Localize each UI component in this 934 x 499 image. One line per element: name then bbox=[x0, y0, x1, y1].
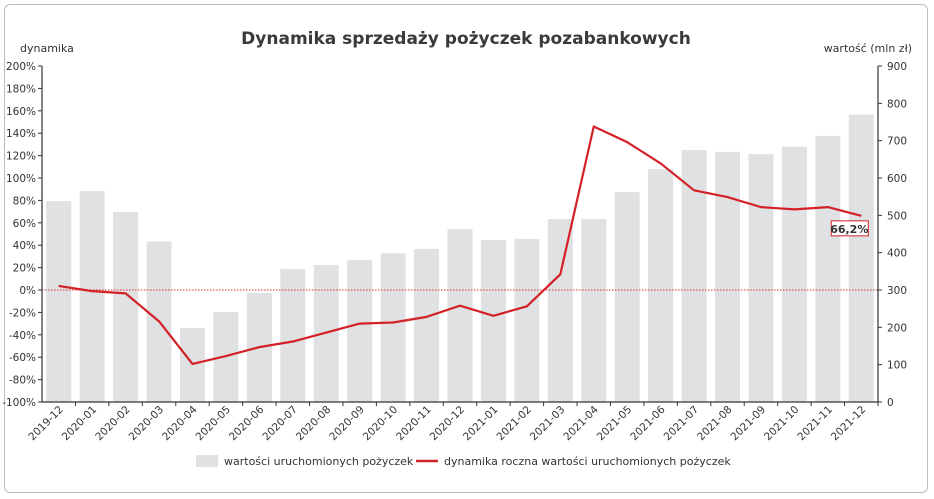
bar-2021-06 bbox=[648, 169, 674, 402]
bar-2021-05 bbox=[614, 192, 640, 402]
left-tick-label: 40% bbox=[13, 240, 36, 252]
right-tick-label: 700 bbox=[887, 136, 907, 148]
left-tick-label: 180% bbox=[6, 83, 36, 95]
left-tick-label: 120% bbox=[6, 151, 36, 163]
right-tick-label: 800 bbox=[887, 98, 907, 110]
right-tick-label: 100 bbox=[887, 360, 907, 372]
x-tick-label: 2020-02 bbox=[93, 404, 133, 444]
bar-2020-10 bbox=[380, 253, 406, 402]
x-tick-label: 2019-12 bbox=[26, 404, 66, 444]
x-tick-label: 2020-09 bbox=[327, 404, 367, 444]
left-axis-label: dynamika bbox=[20, 42, 74, 55]
x-tick-label: 2021-10 bbox=[762, 404, 802, 444]
x-tick-label: 2021-04 bbox=[561, 403, 601, 443]
x-tick-label: 2020-01 bbox=[60, 404, 100, 444]
right-tick-label: 300 bbox=[887, 285, 907, 297]
bar-2021-12 bbox=[848, 114, 874, 403]
bar-2021-04 bbox=[581, 219, 607, 402]
x-tick-label: 2020-04 bbox=[160, 403, 200, 443]
x-tick-label: 2020-05 bbox=[194, 404, 234, 444]
x-tick-label: 2020-11 bbox=[394, 404, 434, 444]
legend-line-label: dynamika roczna wartości uruchomionych p… bbox=[444, 455, 731, 468]
bar-2021-10 bbox=[781, 146, 807, 402]
bar-2021-11 bbox=[815, 135, 841, 402]
x-tick-label: 2021-12 bbox=[829, 404, 869, 444]
chart-frame bbox=[4, 4, 928, 493]
legend-bar-label: wartości uruchomionych pożyczek bbox=[224, 455, 414, 468]
left-tick-label: 20% bbox=[13, 263, 36, 275]
bar-2019-12 bbox=[46, 201, 72, 402]
right-tick-label: 900 bbox=[887, 61, 907, 73]
bar-2020-12 bbox=[447, 229, 473, 402]
left-tick-label: -60% bbox=[9, 352, 36, 364]
left-tick-label: -80% bbox=[9, 375, 36, 387]
x-tick-label: 2020-03 bbox=[127, 404, 167, 444]
x-tick-label: 2021-05 bbox=[595, 404, 635, 444]
bar-2021-08 bbox=[715, 151, 741, 402]
right-tick-label: 600 bbox=[887, 173, 907, 185]
x-tick-label: 2020-10 bbox=[361, 404, 401, 444]
bar-2020-09 bbox=[347, 260, 373, 402]
annotation-label: 66,2% bbox=[830, 223, 868, 236]
x-tick-label: 2021-06 bbox=[628, 403, 668, 443]
bar-2021-07 bbox=[681, 150, 707, 402]
right-tick-label: 200 bbox=[887, 322, 907, 334]
bar-2021-02 bbox=[514, 238, 540, 402]
x-tick-label: 2021-08 bbox=[695, 404, 735, 444]
x-tick-label: 2020-06 bbox=[227, 403, 267, 443]
x-tick-label: 2021-02 bbox=[494, 404, 534, 444]
x-tick-label: 2020-08 bbox=[294, 404, 334, 444]
left-tick-label: -100% bbox=[2, 397, 36, 409]
left-tick-label: 140% bbox=[6, 128, 36, 140]
x-tick-label: 2020-07 bbox=[260, 404, 300, 444]
right-axis-label: wartość (mln zł) bbox=[824, 42, 912, 55]
x-tick-label: 2020-12 bbox=[428, 404, 468, 444]
left-tick-label: 60% bbox=[13, 218, 36, 230]
left-tick-label: -40% bbox=[9, 330, 36, 342]
left-tick-label: 0% bbox=[19, 285, 36, 297]
legend: wartości uruchomionych pożyczek dynamika… bbox=[196, 455, 731, 468]
x-tick-label: 2021-07 bbox=[662, 404, 702, 444]
right-tick-label: 0 bbox=[887, 397, 894, 409]
right-tick-label: 400 bbox=[887, 248, 907, 260]
bar-2020-11 bbox=[414, 248, 440, 402]
x-tick-label: 2021-09 bbox=[729, 404, 769, 444]
bar-2020-04 bbox=[179, 328, 205, 402]
x-tick-label: 2021-03 bbox=[528, 404, 568, 444]
chart-title: Dynamika sprzedaży pożyczek pozabankowyc… bbox=[241, 29, 691, 49]
bar-2021-01 bbox=[480, 239, 506, 402]
left-tick-label: 100% bbox=[6, 173, 36, 185]
left-tick-label: 200% bbox=[6, 61, 36, 73]
bar-2021-09 bbox=[748, 154, 774, 402]
bar-2021-03 bbox=[547, 219, 573, 402]
left-tick-label: -20% bbox=[9, 307, 36, 319]
bar-2020-01 bbox=[79, 191, 105, 402]
legend-bar-swatch bbox=[196, 455, 218, 467]
bar-2020-02 bbox=[113, 211, 139, 402]
bar-2020-07 bbox=[280, 269, 306, 402]
right-tick-label: 500 bbox=[887, 210, 907, 222]
left-tick-label: 80% bbox=[13, 195, 36, 207]
x-tick-label: 2021-01 bbox=[461, 404, 501, 444]
left-tick-label: 160% bbox=[6, 106, 36, 118]
x-tick-label: 2021-11 bbox=[795, 404, 835, 444]
annotation-box bbox=[830, 220, 869, 237]
